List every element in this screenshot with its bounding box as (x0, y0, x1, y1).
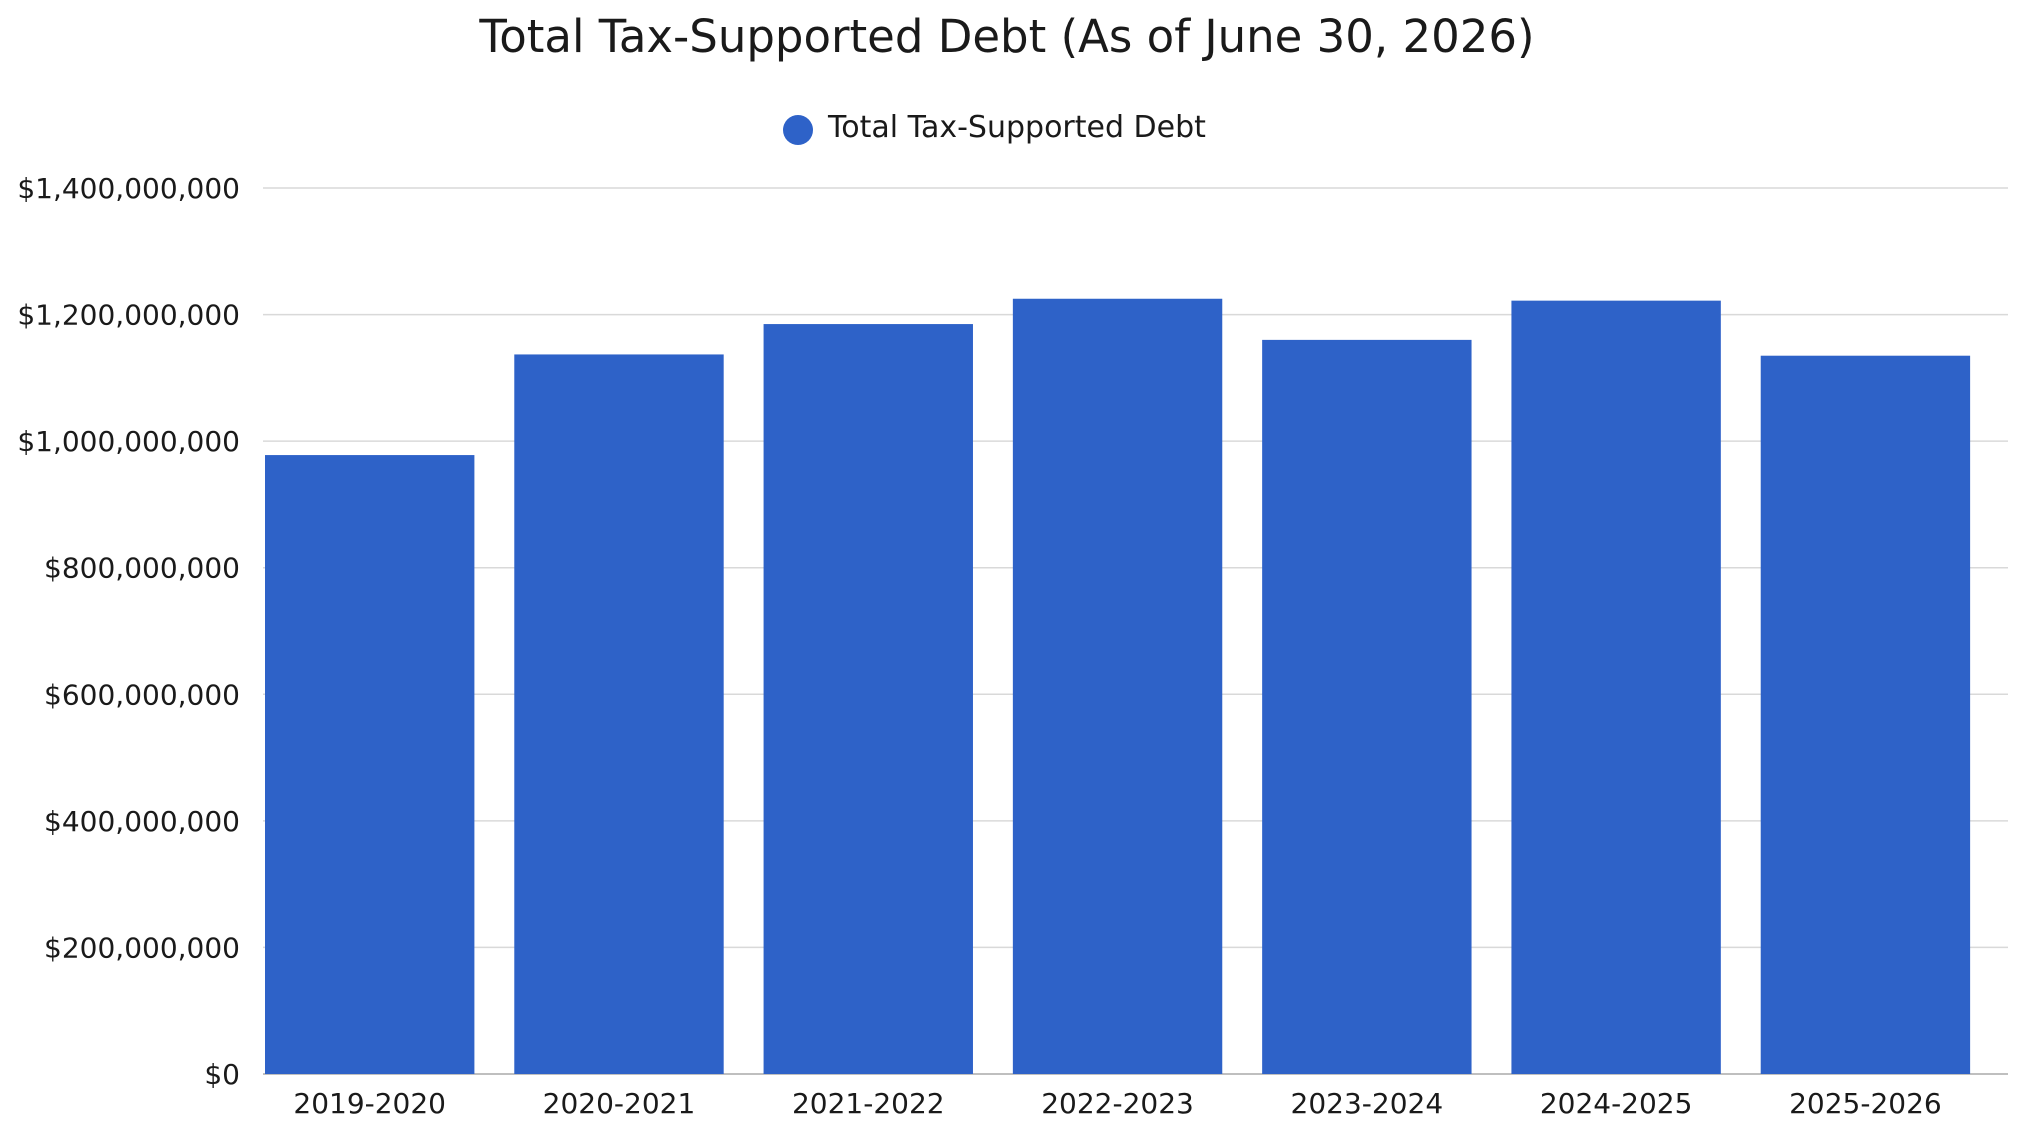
bar[interactable] (763, 324, 973, 1074)
y-tick-label: $200,000,000 (44, 931, 240, 964)
x-tick-label: 2023-2024 (1291, 1087, 1444, 1120)
legend-label: Total Tax-Supported Debt (827, 110, 1206, 145)
bar[interactable] (265, 455, 475, 1075)
x-tick-label: 2020-2021 (543, 1087, 696, 1120)
x-tick-label: 2021-2022 (792, 1087, 945, 1120)
legend-swatch (783, 115, 813, 145)
y-tick-label: $400,000,000 (44, 805, 240, 838)
y-tick-label: $0 (204, 1058, 240, 1091)
y-tick-label: $600,000,000 (44, 678, 240, 711)
x-tick-label: 2024-2025 (1540, 1087, 1693, 1120)
y-tick-label: $1,200,000,000 (17, 299, 240, 332)
bar[interactable] (1262, 339, 1472, 1074)
chart-title: Total Tax-Supported Debt (As of June 30,… (478, 10, 1534, 63)
y-axis: $0 $200,000,000 $400,000,000 $600,000,000 $8… (17, 172, 240, 1091)
bars (265, 298, 1971, 1075)
bar[interactable] (1760, 355, 1971, 1074)
bar[interactable] (1012, 298, 1223, 1074)
x-tick-label: 2025-2026 (1789, 1087, 1942, 1120)
bar[interactable] (514, 354, 724, 1075)
y-tick-label: $800,000,000 (44, 552, 240, 585)
x-tick-label: 2022-2023 (1041, 1087, 1194, 1120)
x-tick-label: 2019-2020 (293, 1087, 446, 1120)
y-tick-label: $1,000,000,000 (17, 425, 240, 458)
y-tick-label: $1,400,000,000 (17, 172, 240, 205)
x-axis: 2019-2020 2020-2021 2021-2022 2022-2023 2023… (293, 1087, 1941, 1120)
legend[interactable]: Total Tax-Supported Debt (783, 110, 1206, 145)
bar[interactable] (1511, 300, 1721, 1074)
